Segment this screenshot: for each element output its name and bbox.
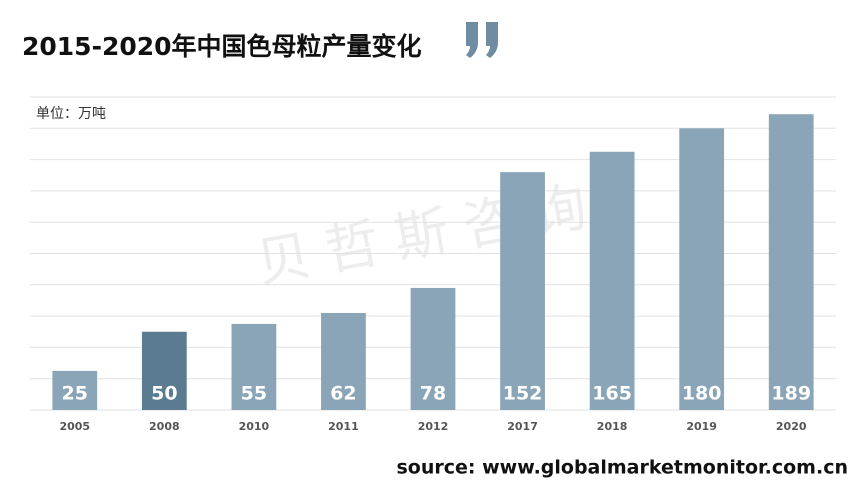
source: source: www.globalmarketmonitor.com.cn [397, 457, 849, 479]
value-label: 50 [151, 383, 177, 405]
bar [52, 370, 98, 410]
x-tick-label: 2008 [149, 420, 180, 433]
value-label: 78 [420, 383, 446, 405]
x-tick-label: 2020 [776, 420, 807, 433]
value-label: 55 [241, 383, 267, 405]
value-label: 62 [330, 383, 356, 405]
chart-title: 2015-2020年中国色母粒产量变化 [22, 32, 422, 61]
x-tick-label: 2019 [686, 420, 717, 433]
bar [768, 114, 814, 410]
unit-label: 单位：万吨 [36, 106, 106, 122]
x-tick-label: 2010 [239, 420, 270, 433]
bar [321, 312, 366, 410]
value-label: 25 [62, 383, 88, 405]
bar [679, 128, 725, 411]
bar [500, 172, 545, 410]
bar [141, 331, 187, 410]
x-tick-label: 2005 [59, 420, 90, 433]
value-label: 180 [682, 383, 722, 405]
value-label: 165 [592, 383, 632, 405]
bar [231, 323, 277, 410]
x-tick-label: 2018 [597, 420, 628, 433]
bar [410, 287, 456, 410]
x-tick-label: 2011 [328, 420, 359, 433]
x-tick-label: 2017 [507, 420, 538, 433]
x-tick-label: 2012 [418, 420, 449, 433]
quote-icon [466, 22, 498, 58]
value-label: 152 [503, 383, 543, 405]
value-label: 189 [771, 383, 811, 405]
bar [589, 151, 635, 410]
